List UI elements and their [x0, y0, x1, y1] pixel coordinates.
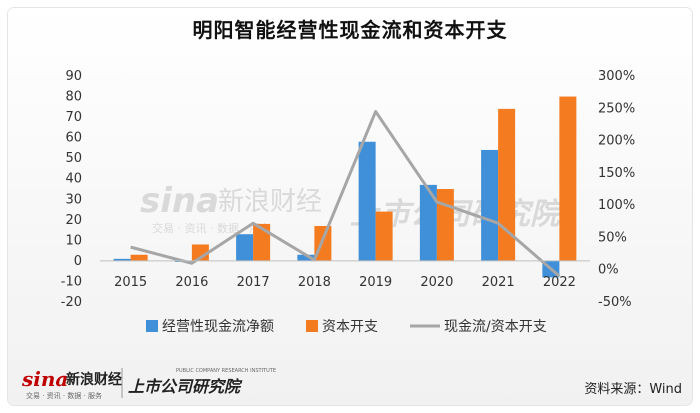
legend-label-capex: 资本开支 — [322, 319, 378, 335]
bar-ocf-2015 — [113, 258, 131, 261]
x-tick-label: 2021 — [482, 275, 515, 290]
y-left-tick-label: 70 — [65, 110, 82, 125]
y-right-tick-label: 150% — [598, 166, 635, 181]
x-tick-label: 2016 — [175, 275, 208, 290]
source-note: 资料来源：Wind — [584, 382, 682, 397]
y-left-tick-label: 30 — [65, 192, 82, 207]
bar-capex-2022 — [559, 96, 577, 261]
watermark-sina-logo: sina — [140, 181, 219, 221]
institute-brand-cn: 上市公司研究院 — [128, 377, 243, 396]
bar-capex-2015 — [130, 254, 148, 261]
y-left-tick-label: 50 — [65, 151, 82, 166]
footer-branding: sina 新浪财经 交易 · 资讯 · 数据 · 服务 PUBLIC COMPA… — [21, 367, 276, 400]
y-right-tick-label: 300% — [598, 69, 635, 84]
y-left-tick-label: 10 — [65, 233, 82, 248]
legend-label-ocf: 经营性现金流净额 — [162, 319, 274, 335]
y-left-tick-label: 0 — [74, 254, 82, 269]
y-left-tick-label: 40 — [65, 172, 82, 187]
sina-logo: sina — [21, 367, 68, 391]
y-right-tick-label: 0% — [598, 263, 619, 278]
y-left-tick-label: -20 — [61, 295, 82, 310]
chart-card — [8, 8, 692, 405]
legend-label-ratio: 现金流/资本开支 — [444, 319, 547, 335]
y-right-tick-label: 250% — [598, 101, 635, 116]
sina-brand-tags: 交易 · 资讯 · 数据 · 服务 — [26, 391, 102, 400]
y-left-tick-label: 90 — [65, 69, 82, 84]
bar-ocf-2021 — [481, 149, 499, 261]
x-tick-label: 2017 — [237, 275, 270, 290]
legend-swatch-ocf — [146, 320, 158, 332]
y-left-tick-label: -10 — [61, 274, 82, 289]
bar-capex-2020 — [436, 189, 454, 261]
bar-capex-2016 — [191, 244, 209, 261]
x-tick-label: 2020 — [420, 275, 453, 290]
watermark-sina-cn: 新浪财经 — [218, 187, 322, 217]
y-left-tick-label: 60 — [65, 131, 82, 146]
x-tick-label: 2022 — [543, 275, 576, 290]
y-left-tick-label: 20 — [65, 213, 82, 228]
y-right-tick-label: 200% — [598, 134, 635, 149]
line-ratio — [130, 110, 561, 278]
y-right-tick-label: 100% — [598, 198, 635, 213]
y-right-tick-label: 50% — [598, 230, 627, 245]
x-tick-label: 2015 — [114, 275, 147, 290]
x-tick-label: 2019 — [359, 275, 392, 290]
bar-ocf-2017 — [236, 234, 254, 261]
y-left-tick-label: 80 — [65, 90, 82, 105]
bar-ocf-2020 — [419, 184, 437, 261]
bar-capex-2019 — [375, 211, 393, 261]
sina-brand-cn: 新浪财经 — [66, 371, 122, 388]
bar-ocf-2019 — [358, 141, 376, 261]
chart-title: 明阳智能经营性现金流和资本开支 — [192, 18, 508, 42]
institute-brand-en: PUBLIC COMPANY RESEARCH INSTITUTE — [176, 368, 276, 374]
legend-swatch-capex — [306, 320, 318, 332]
bar-capex-2017 — [253, 223, 271, 261]
x-tick-label: 2018 — [298, 275, 331, 290]
y-right-tick-label: -50% — [598, 295, 632, 310]
legend: 经营性现金流净额 资本开支 现金流/资本开支 — [146, 319, 547, 335]
bar-capex-2021 — [498, 108, 516, 261]
bar-ocf-2018 — [297, 254, 315, 261]
